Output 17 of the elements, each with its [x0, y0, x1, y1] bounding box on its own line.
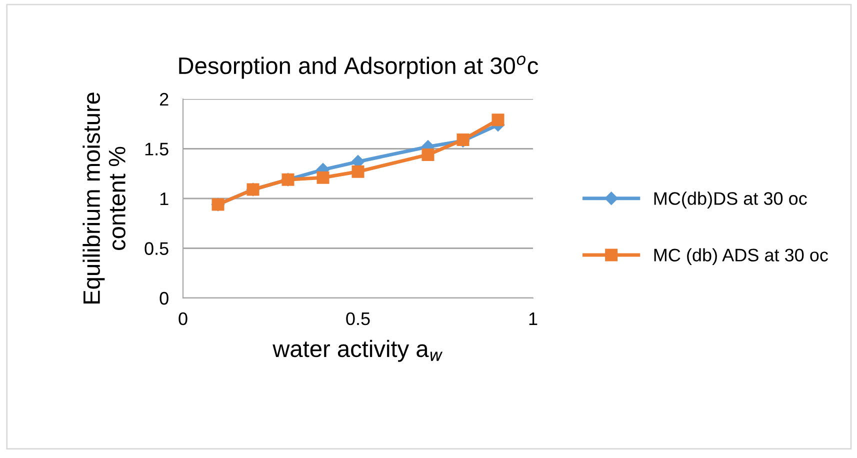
- point: [492, 114, 504, 126]
- x-tick-label: 1: [529, 312, 538, 325]
- point: [422, 148, 434, 161]
- x-tick-label: 0.5: [346, 312, 370, 326]
- point: [316, 171, 330, 184]
- y-tick-label: 1.5: [145, 142, 168, 156]
- chart-title: Desorption and Adsorption at 30$^{o}$c: [179, 56, 538, 79]
- legend-label: MC (db) ADS at 30 oc: [654, 248, 828, 266]
- y-tick-label: 0: [160, 292, 168, 305]
- legend-label: MC(db)DS at 30 oc: [654, 192, 807, 208]
- y-tick-label: 2: [160, 92, 168, 106]
- y-axis-title: Equilibrium moisture content %: [82, 92, 126, 304]
- x-tick-label: 0: [178, 312, 188, 326]
- point: [352, 165, 364, 178]
- y-tick-label: 1: [160, 192, 168, 206]
- x-axis-title: water activity a$_{w}$: [272, 340, 443, 362]
- y-tick-label: 0.5: [144, 242, 168, 255]
